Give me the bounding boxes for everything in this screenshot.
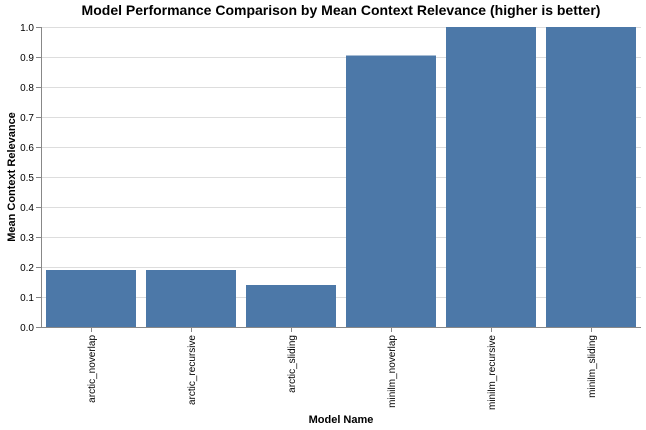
- y-tick-label: 0.5: [20, 173, 34, 184]
- y-tick-label: 0.8: [20, 83, 34, 94]
- x-axis-title: Model Name: [309, 414, 374, 426]
- chart-title: Model Performance Comparison by Mean Con…: [82, 2, 601, 18]
- y-tick-label: 0.0: [20, 323, 34, 334]
- gridlines: [41, 27, 641, 328]
- y-tick-label: 0.7: [20, 113, 34, 124]
- y-axis: 0.0 0.1 0.2 0.3 0.4 0.5 0.6 0.7 0.8 0.9 1.0: [20, 23, 42, 334]
- y-tick-label: 0.2: [20, 263, 34, 274]
- x-axis: arctic_noverlap arctic_recursive arctic_sl…: [41, 327, 641, 410]
- x-tick-label: arctic_sliding: [287, 335, 298, 393]
- x-tick-label: minilm_noverlap: [387, 335, 398, 408]
- x-tick-label: arctic_noverlap: [87, 335, 98, 403]
- bar-arctic_recursive: [146, 270, 236, 327]
- bar-minilm_noverlap: [346, 55, 436, 327]
- y-tick-label: 1.0: [20, 23, 34, 34]
- y-tick-label: 0.9: [20, 53, 34, 64]
- y-tick-label: 0.3: [20, 233, 34, 244]
- bar-arctic_noverlap: [46, 270, 136, 327]
- bar-minilm_sliding: [546, 27, 636, 327]
- y-tick-label: 0.6: [20, 143, 34, 154]
- bars: [46, 27, 636, 327]
- y-tick-label: 0.1: [20, 293, 34, 304]
- x-tick-label: arctic_recursive: [187, 335, 198, 405]
- bar-arctic_sliding: [246, 285, 336, 327]
- x-tick-label: minilm_recursive: [487, 335, 498, 410]
- x-tick-label: minilm_sliding: [587, 335, 598, 398]
- y-tick-label: 0.4: [20, 203, 34, 214]
- bar-minilm_recursive: [446, 27, 536, 327]
- y-axis-title: Mean Context Relevance: [6, 112, 18, 242]
